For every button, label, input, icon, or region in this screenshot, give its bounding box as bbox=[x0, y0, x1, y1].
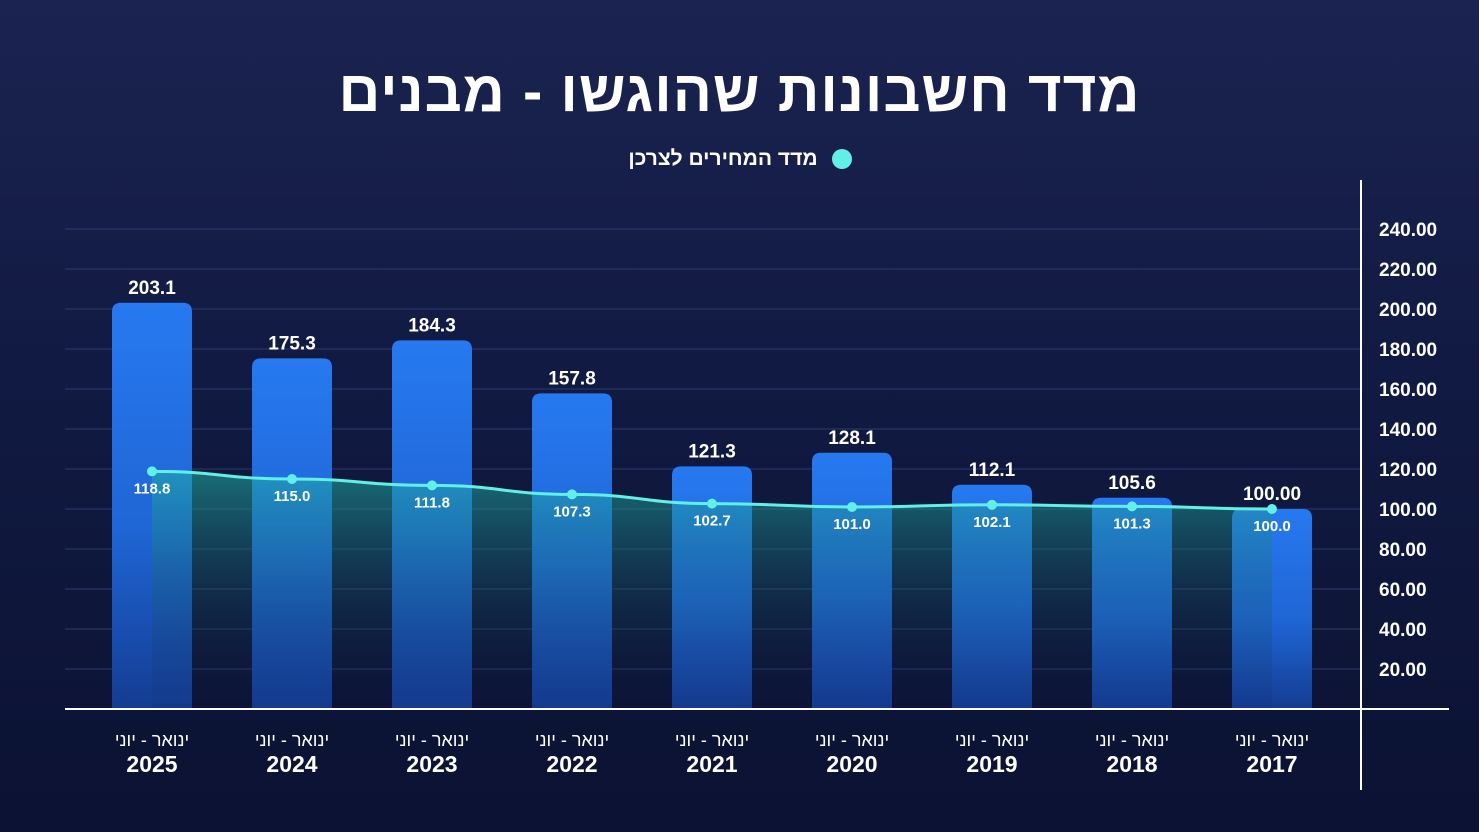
cpi-point bbox=[847, 502, 857, 512]
legend-swatch bbox=[831, 149, 852, 169]
cpi-value-label: 115.0 bbox=[274, 488, 311, 505]
legend: מדד המחירים לצרכן bbox=[600, 146, 880, 172]
y-tick-label: 180.00 bbox=[1379, 340, 1437, 361]
x-category-year: 2025 bbox=[126, 751, 177, 777]
x-category-period: ינואר - יוני bbox=[675, 730, 749, 750]
y-tick-label: 100.00 bbox=[1379, 500, 1437, 521]
y-tick-label: 240.00 bbox=[1379, 220, 1437, 241]
y-tick-label: 220.00 bbox=[1379, 260, 1437, 281]
bar-value-label: 128.1 bbox=[828, 428, 876, 449]
cpi-point bbox=[287, 474, 297, 484]
x-category-year: 2017 bbox=[1246, 751, 1297, 777]
legend-label: מדד המחירים לצרכן bbox=[628, 147, 818, 170]
x-category-period: ינואר - יוני bbox=[1095, 730, 1169, 750]
cpi-value-label: 111.8 bbox=[414, 494, 450, 511]
cpi-point bbox=[1267, 504, 1277, 514]
y-tick-label: 40.00 bbox=[1379, 620, 1427, 641]
chart-title: מדד חשבונות שהוגשו - מבנים bbox=[338, 59, 1141, 124]
x-category-period: ינואר - יוני bbox=[815, 730, 889, 750]
cpi-value-label: 100.0 bbox=[1253, 518, 1291, 535]
cpi-value-label: 102.7 bbox=[693, 513, 731, 530]
cpi-value-label: 118.8 bbox=[134, 480, 171, 497]
bar-value-label: 203.1 bbox=[128, 278, 176, 299]
x-category-year: 2020 bbox=[826, 751, 877, 777]
cpi-value-label: 107.3 bbox=[553, 503, 591, 520]
cpi-point bbox=[987, 499, 997, 510]
x-category-year: 2023 bbox=[406, 751, 457, 777]
x-category-period: ינואר - יוני bbox=[535, 730, 609, 750]
axes: 20.00 40.00 60.00 80.00 100.00 120.00 140.00 16… bbox=[65, 180, 1449, 790]
cpi-line-path bbox=[151, 469, 1273, 511]
x-category-period: ינואר - יוני bbox=[255, 730, 329, 750]
data-labels: 203.1 175.3 184.3 157.8 121.3 128.1 112.1 105.6… bbox=[128, 278, 1301, 535]
cpi-point bbox=[1127, 501, 1137, 512]
y-tick-label: 200.00 bbox=[1379, 300, 1437, 321]
cpi-area bbox=[152, 471, 1272, 709]
y-tick-label: 80.00 bbox=[1379, 540, 1427, 561]
x-category-period: ינואר - יוני bbox=[115, 730, 189, 750]
cpi-value-label: 102.1 bbox=[973, 514, 1011, 531]
x-category-year: 2018 bbox=[1106, 751, 1157, 777]
x-category-period: ינואר - יוני bbox=[1235, 730, 1309, 750]
cpi-line bbox=[147, 466, 1277, 514]
cpi-point bbox=[147, 466, 157, 477]
bar-value-label: 184.3 bbox=[408, 315, 456, 336]
cpi-point bbox=[707, 498, 717, 509]
x-category-year: 2021 bbox=[686, 751, 737, 777]
bar-value-label: 157.8 bbox=[548, 368, 596, 389]
y-tick-label: 120.00 bbox=[1379, 460, 1437, 481]
x-category-year: 2022 bbox=[546, 751, 597, 777]
y-tick-label: 20.00 bbox=[1379, 660, 1427, 681]
y-tick-label: 160.00 bbox=[1379, 380, 1437, 401]
cpi-area-fill bbox=[152, 471, 1272, 709]
x-category-year: 2019 bbox=[966, 751, 1017, 777]
cpi-value-label: 101.3 bbox=[1113, 515, 1151, 532]
cpi-value-label: 101.0 bbox=[833, 516, 871, 533]
bar-value-label: 175.3 bbox=[268, 333, 316, 354]
y-tick-label: 140.00 bbox=[1379, 420, 1437, 441]
cpi-point bbox=[567, 489, 577, 500]
cpi-point bbox=[427, 480, 437, 491]
y-tick-label: 60.00 bbox=[1379, 580, 1427, 601]
x-category-period: ינואר - יוני bbox=[955, 730, 1029, 750]
x-category-year: 2024 bbox=[266, 751, 317, 777]
bar-value-label: 105.6 bbox=[1108, 473, 1156, 494]
bar-value-label: 121.3 bbox=[688, 441, 736, 462]
x-category-period: ינואר - יוני bbox=[395, 730, 469, 750]
bar-value-label: 112.1 bbox=[969, 460, 1016, 481]
bar-value-label: 100.00 bbox=[1243, 484, 1301, 505]
